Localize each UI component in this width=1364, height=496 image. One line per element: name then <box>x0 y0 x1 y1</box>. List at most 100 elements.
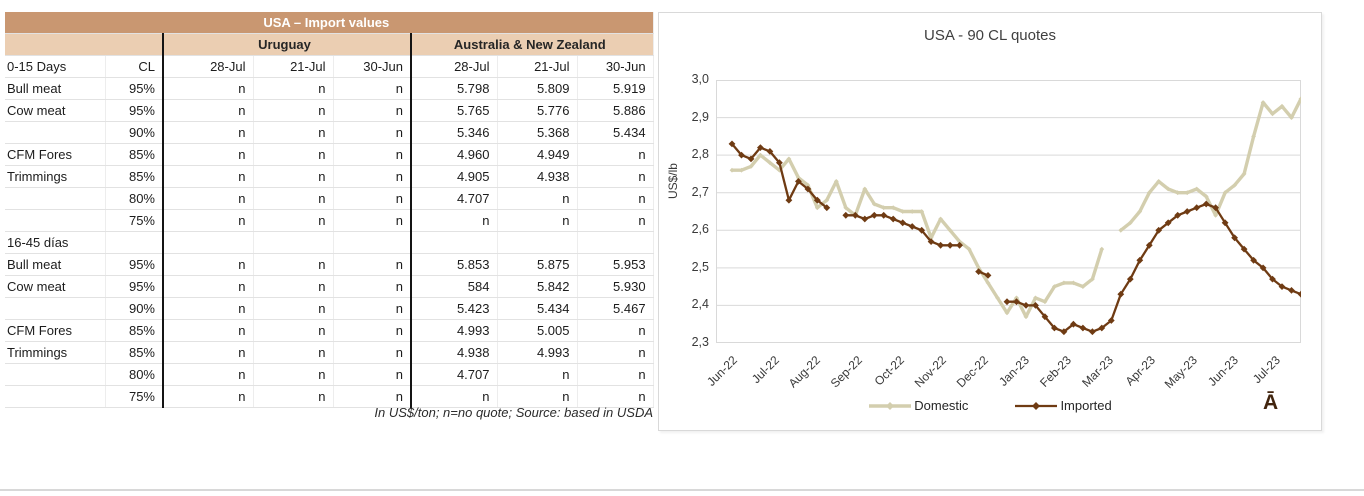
marker-imported <box>728 140 736 148</box>
value-cell: n <box>162 341 254 364</box>
item-cell: Cow meat <box>5 275 106 298</box>
marker-imported <box>757 144 764 151</box>
table-row: CFM Fores 85% n n n 4.960 4.949 n <box>5 143 654 166</box>
marker-domestic <box>900 209 906 214</box>
value-cell: 5.434 <box>497 297 578 320</box>
value-cell: n <box>577 341 654 364</box>
marker-imported <box>1278 283 1286 290</box>
empty-cell <box>105 231 164 254</box>
chart-title: USA - 90 CL quotes <box>923 27 1057 44</box>
marker-imported <box>823 204 831 212</box>
section-label: 16-45 días <box>5 231 106 254</box>
value-cell: 4.993 <box>410 319 498 342</box>
value-cell: n <box>253 385 334 408</box>
value-cell: 5.853 <box>410 253 498 276</box>
cl-cell: 80% <box>105 187 164 210</box>
table-row: 80% n n n 4.707 n n <box>5 363 654 386</box>
value-cell: n <box>162 253 254 276</box>
marker-imported <box>937 241 944 249</box>
marker-imported <box>1212 204 1219 212</box>
date-header: 28-Jul <box>162 55 254 78</box>
x-tick-label: Feb-23 <box>1037 353 1075 390</box>
date-header: 30-Jun <box>577 55 654 78</box>
marker-domestic <box>919 209 925 214</box>
value-cell: 5.467 <box>577 297 654 320</box>
import-values-table: USA – Import values Uruguay Australia & Ne… <box>5 12 654 408</box>
marker-domestic <box>805 182 811 188</box>
value-cell: n <box>410 385 498 408</box>
chart-legend: Domestic Imported <box>659 398 1321 413</box>
value-cell: n <box>162 275 254 298</box>
marker-domestic <box>985 280 991 286</box>
value-cell: 5.886 <box>577 99 654 122</box>
value-cell: n <box>253 297 334 320</box>
value-cell: 5.875 <box>497 253 578 276</box>
marker-domestic <box>1289 115 1294 120</box>
empty-cell <box>162 231 254 254</box>
marker-imported <box>1089 328 1096 336</box>
marker-domestic <box>947 227 953 233</box>
table-row: CFM Fores 85% n n n 4.993 5.005 n <box>5 319 654 342</box>
table-section-row: 16-45 días <box>5 231 654 254</box>
value-cell: n <box>333 165 412 188</box>
table-row: Cow meat 95% n n n 5.765 5.776 5.886 <box>5 99 654 122</box>
table-title: USA – Import values <box>5 12 654 34</box>
marker-imported <box>1003 298 1011 306</box>
y-tick-label: 2,7 <box>691 184 709 199</box>
marker-domestic <box>890 205 896 211</box>
item-cell: Bull meat <box>5 253 106 276</box>
value-cell: n <box>577 385 654 408</box>
value-cell: n <box>577 209 654 232</box>
marker-imported <box>776 159 783 167</box>
legend-label: Imported <box>1060 398 1112 413</box>
value-cell: n <box>333 275 412 298</box>
marker-domestic <box>833 179 839 184</box>
x-tick-label: May-23 <box>1161 353 1200 392</box>
legend-marker <box>886 401 895 410</box>
value-cell: 5.005 <box>497 319 578 342</box>
marker-domestic <box>739 167 744 173</box>
marker-imported <box>1193 204 1201 212</box>
value-cell: n <box>162 187 254 210</box>
empty-cell <box>253 231 334 254</box>
cl-cell: 95% <box>105 275 164 298</box>
value-cell: n <box>162 209 254 232</box>
item-cell <box>5 121 106 144</box>
marker-domestic <box>1279 103 1285 109</box>
cl-cell: 85% <box>105 143 164 166</box>
section-label: 0-15 Days <box>5 55 106 78</box>
value-cell: n <box>253 187 334 210</box>
group-uruguay: Uruguay <box>162 33 412 56</box>
value-cell: 5.919 <box>577 77 654 100</box>
marker-domestic <box>1241 171 1247 177</box>
marker-domestic <box>758 152 763 158</box>
value-cell: n <box>333 341 412 364</box>
value-cell: n <box>333 297 412 320</box>
cl-cell: 90% <box>105 121 164 144</box>
value-cell: n <box>253 209 334 232</box>
x-tick-label: Oct-22 <box>871 353 907 389</box>
marker-imported <box>1013 298 1020 306</box>
marker-domestic <box>1004 310 1010 316</box>
marker-imported <box>956 241 963 249</box>
plot-border <box>716 80 1301 343</box>
cl-cell: 85% <box>105 319 164 342</box>
y-tick-label: 2,4 <box>691 297 709 312</box>
marker-domestic <box>1270 111 1275 117</box>
value-cell: n <box>410 209 498 232</box>
value-cell: 4.960 <box>410 143 498 166</box>
value-cell: 5.776 <box>497 99 578 122</box>
marker-imported <box>975 268 982 275</box>
marker-domestic <box>871 201 877 207</box>
x-tick-label: Apr-23 <box>1122 353 1158 389</box>
page-divider <box>0 489 1364 491</box>
cl-cell: 95% <box>105 77 164 100</box>
marker-domestic <box>843 205 849 211</box>
item-cell <box>5 363 106 386</box>
item-cell: CFM Fores <box>5 319 106 342</box>
cl-header: CL <box>105 55 164 78</box>
marker-domestic <box>862 186 868 192</box>
marker-imported <box>1041 313 1049 321</box>
marker-imported <box>1269 275 1276 283</box>
table-row: 90% n n n 5.423 5.434 5.467 <box>5 297 654 320</box>
